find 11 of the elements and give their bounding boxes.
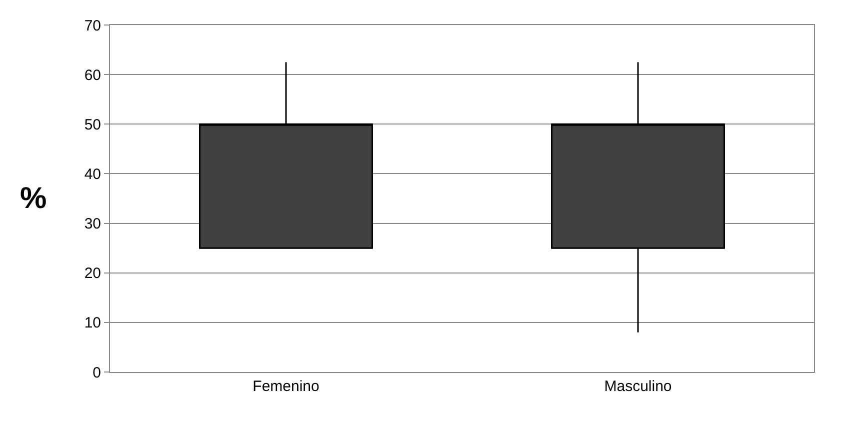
x-tick-label: Femenino: [252, 378, 320, 395]
y-tick-label: 70: [84, 17, 101, 34]
y-axis-title: %: [20, 182, 47, 215]
y-tick-label: 0: [92, 364, 101, 382]
y-tick-label: 30: [84, 216, 101, 233]
y-tick-label: 10: [84, 314, 101, 332]
y-tick-label: 40: [84, 166, 101, 183]
x-tick-label: Masculino: [604, 378, 672, 395]
y-tick-label: 20: [84, 265, 101, 282]
y-tick-label: 60: [84, 66, 101, 84]
y-tick-label: 50: [84, 116, 101, 134]
